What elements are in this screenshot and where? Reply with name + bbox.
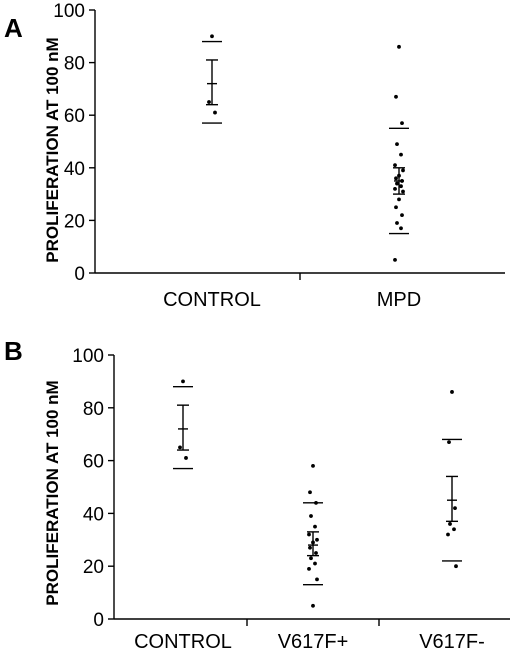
y-axis-label: PROLIFERATION AT 100 nM — [43, 37, 62, 262]
group-control — [173, 379, 193, 470]
data-point — [311, 540, 315, 545]
group-mpd — [389, 44, 409, 262]
y-ticks: 0 20 40 60 80 100 — [53, 1, 95, 285]
data-point — [308, 545, 312, 550]
y-tick-label: 0 — [93, 610, 104, 631]
data-point — [309, 514, 313, 518]
y-tick-label: 80 — [83, 399, 104, 420]
category-label: CONTROL — [134, 631, 232, 651]
data-point — [315, 577, 319, 582]
data-point — [446, 532, 450, 537]
data-point — [397, 173, 401, 178]
data-point — [395, 142, 399, 147]
data-point — [401, 168, 405, 173]
data-point — [178, 445, 182, 450]
data-point — [395, 181, 399, 186]
data-point — [400, 213, 404, 218]
y-tick-label: 20 — [83, 557, 104, 578]
data-point — [393, 257, 397, 262]
category-labels: CONTROL V617F+ V617F- — [134, 631, 485, 651]
data-point — [313, 561, 317, 566]
y-ticks: 0 20 40 60 80 100 — [72, 346, 114, 631]
data-point — [207, 100, 211, 104]
data-point — [448, 522, 452, 526]
category-label: MPD — [377, 289, 421, 311]
y-tick-label: 60 — [83, 452, 104, 473]
data-point — [213, 110, 217, 115]
data-point — [210, 34, 214, 39]
data-groups — [173, 379, 462, 608]
data-point — [400, 179, 404, 183]
y-tick-label: 80 — [64, 54, 85, 75]
y-tick-label: 100 — [53, 1, 85, 22]
data-point — [393, 186, 397, 191]
y-tick-label: 20 — [64, 211, 85, 232]
data-point — [184, 456, 188, 460]
y-tick-label: 0 — [74, 264, 85, 285]
data-point — [308, 490, 312, 495]
category-labels: CONTROL MPD — [163, 289, 421, 311]
data-point — [314, 500, 318, 505]
y-tick-label: 100 — [72, 346, 104, 367]
data-point — [453, 506, 457, 511]
data-point — [307, 566, 311, 571]
data-point — [397, 44, 401, 49]
data-point — [181, 379, 185, 384]
data-point — [454, 564, 458, 569]
data-point — [309, 556, 313, 561]
data-point — [399, 152, 403, 157]
group-v617f- — [442, 390, 462, 569]
category-label: V617F- — [419, 631, 485, 651]
y-tick-label: 40 — [83, 504, 104, 525]
panel-b: B PROLIFERATION AT 100 nM 0 20 40 60 80 100 C… — [4, 336, 510, 651]
panel-letter: A — [4, 13, 23, 43]
data-point — [394, 205, 398, 210]
data-point — [311, 603, 315, 608]
panel-a: A PROLIFERATION AT 100 nM 0 20 40 60 80 100 C… — [4, 1, 505, 311]
data-point — [394, 176, 398, 181]
data-point — [452, 527, 456, 532]
data-point — [393, 163, 397, 168]
data-point — [394, 94, 398, 99]
group-v617f- — [303, 463, 323, 608]
y-axis-label: PROLIFERATION AT 100 nM — [43, 380, 62, 605]
data-groups — [202, 34, 409, 262]
category-label: CONTROL — [163, 289, 261, 311]
data-point — [314, 551, 318, 555]
data-point — [313, 524, 317, 529]
y-tick-label: 40 — [64, 159, 85, 180]
data-point — [447, 440, 451, 445]
data-point — [399, 226, 403, 231]
data-point — [397, 197, 401, 202]
data-point — [315, 537, 319, 542]
data-point — [450, 390, 454, 394]
data-point — [311, 463, 315, 468]
data-point — [307, 532, 311, 537]
panel-letter: B — [4, 336, 23, 366]
y-tick-label: 60 — [64, 106, 85, 127]
category-label: V617F+ — [278, 631, 349, 651]
data-point — [401, 189, 405, 194]
data-point — [395, 221, 399, 225]
data-point — [399, 184, 403, 189]
data-point — [400, 121, 404, 125]
group-control — [202, 34, 222, 124]
